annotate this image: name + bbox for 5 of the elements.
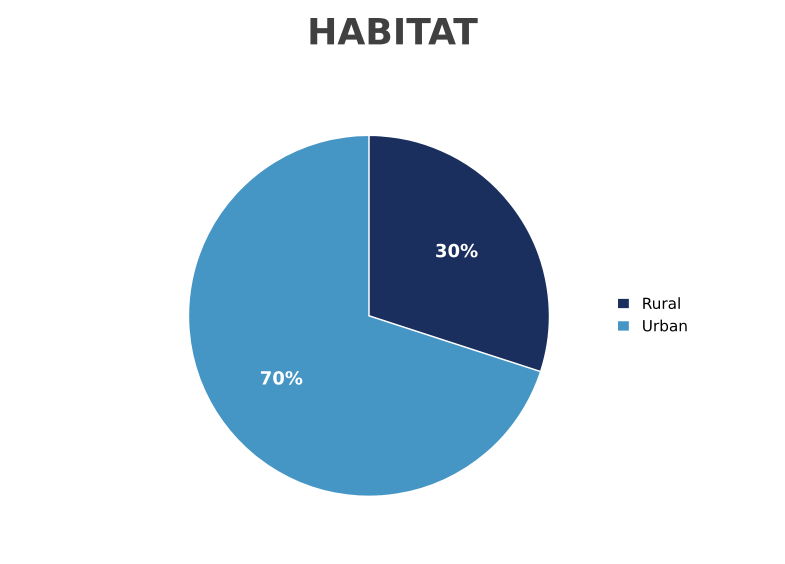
data-label: 30% <box>436 244 478 258</box>
legend-label: Rural <box>643 297 680 310</box>
chart-title: HABITAT <box>310 18 478 44</box>
data-label: 70% <box>260 371 302 385</box>
legend-label: Urban <box>643 320 687 332</box>
